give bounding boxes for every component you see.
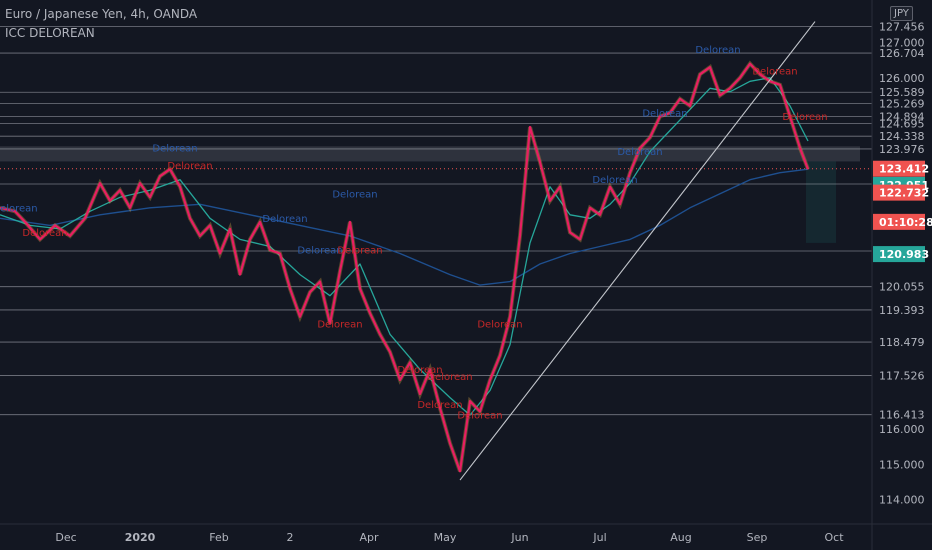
delorean-label: Delorean	[0, 203, 38, 214]
price-axis-label: 119.393	[879, 304, 925, 317]
price-label-box	[873, 184, 925, 201]
indicator-name[interactable]: ICC DELOREAN	[5, 26, 95, 40]
price-label-box	[873, 246, 925, 263]
delorean-label: Delorean	[337, 245, 382, 256]
price-axis-label: 01:10:28	[879, 216, 932, 229]
delorean-label: Delorean	[782, 112, 827, 123]
delorean-label: Delorean	[397, 365, 442, 376]
delorean-label: Delorean	[592, 175, 637, 186]
price-axis-label: 125.269	[879, 97, 925, 110]
currency-badge[interactable]: JPY	[890, 6, 913, 21]
price-axis-label: 127.000	[879, 37, 925, 50]
price-axis-label: 123.412	[879, 163, 929, 176]
price-axis-label: 115.000	[879, 458, 925, 471]
price-axis-label: 124.894	[879, 111, 925, 124]
price-axis-label: 120.983	[879, 248, 929, 261]
delorean-label: Delorean	[167, 161, 212, 172]
price-axis-label: 114.000	[879, 493, 925, 506]
delorean-label: Delorean	[752, 66, 797, 77]
price-axis-label: 126.704	[879, 47, 925, 60]
price-axis-label: 122.732	[879, 187, 929, 200]
time-axis-label: Jun	[510, 531, 528, 544]
delorean-label: Delorean	[417, 400, 462, 411]
price-axis-label: 117.526	[879, 370, 925, 383]
time-axis-label: Apr	[359, 531, 379, 544]
delorean-label: Delorean	[695, 45, 740, 56]
delorean-label: Delorean	[317, 319, 362, 330]
price-axis-label: 123.976	[879, 143, 925, 156]
position-box	[806, 161, 836, 243]
delorean-label: Delorean	[477, 319, 522, 330]
time-axis-label: Sep	[747, 531, 768, 544]
time-axis-label: Jul	[592, 531, 606, 544]
price-axis-label: 120.055	[879, 281, 925, 294]
resistance-zone	[0, 146, 860, 162]
time-axis-label: Dec	[55, 531, 76, 544]
price-axis-label: 118.479	[879, 336, 925, 349]
delorean-label: Delorean	[152, 144, 197, 155]
time-axis-label: 2	[287, 531, 294, 544]
delorean-label: Delorean	[297, 245, 342, 256]
price-axis-label: 125.589	[879, 86, 925, 99]
time-axis-label: May	[434, 531, 457, 544]
delorean-label: Delorean	[642, 108, 687, 119]
price-line	[0, 62, 810, 473]
delorean-label: Delorean	[22, 228, 67, 239]
time-axis-label: 2020	[125, 531, 156, 544]
price-axis-label: 124.338	[879, 130, 925, 143]
price-axis-label: 124.695	[879, 118, 925, 131]
chart-title: Euro / Japanese Yen, 4h, OANDA	[5, 7, 198, 21]
trend-line[interactable]	[459, 21, 816, 481]
price-axis-label: 127.456	[879, 21, 925, 34]
price-axis-label: 126.000	[879, 72, 925, 85]
delorean-label: Delorean	[617, 147, 662, 158]
delorean-label: Delorean	[262, 214, 307, 225]
time-axis-label: Oct	[824, 531, 844, 544]
delorean-label: Delorean	[427, 372, 472, 383]
delorean-label: Delorean	[332, 189, 377, 200]
price-label-box	[873, 213, 925, 230]
price-axis-label: 116.413	[879, 409, 925, 422]
time-axis-label: Aug	[670, 531, 691, 544]
time-axis[interactable]: Dec 2020 Feb 2 Apr May Jun Jul Aug Sep Oct	[55, 531, 844, 544]
time-axis-label: Feb	[209, 531, 228, 544]
price-label-box	[873, 160, 925, 177]
ema-fast-line	[0, 77, 809, 416]
delorean-label: Delorean	[457, 411, 502, 422]
sma-slow-line	[0, 168, 809, 286]
price-axis-label: 116.000	[879, 423, 925, 436]
